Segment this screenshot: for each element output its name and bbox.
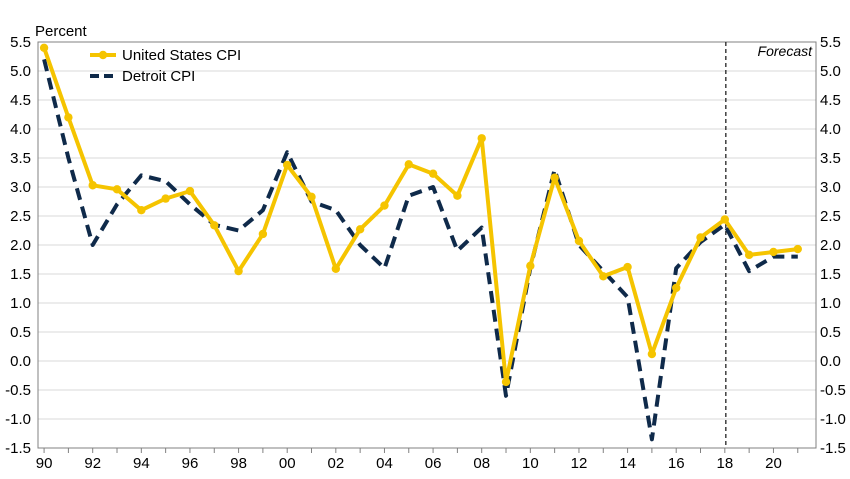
legend-marker-us-cpi [98, 50, 108, 60]
y-tick-label-left: 4.0 [10, 121, 31, 138]
data-point-us-cpi [672, 283, 681, 293]
x-tick-label: 02 [327, 455, 344, 472]
data-point-us-cpi [283, 160, 292, 170]
y-tick-label-right: -1.5 [820, 440, 846, 457]
y-axis-right: -1.5 -1.0 -0.5 0.0 0.5 1.0 1.5 2.0 2.5 3.0 3.5 4.0 4… [820, 34, 846, 457]
data-point-us-cpi [720, 215, 730, 224]
y-tick-label-right: 5.5 [820, 34, 841, 51]
y-tick-label-right: 1.0 [820, 295, 841, 312]
data-point-us-cpi [88, 181, 97, 190]
forecast-marker: Forecast [725, 42, 814, 448]
data-point-us-cpi [234, 266, 243, 276]
y-tick-label-left: 1.0 [10, 295, 31, 312]
x-tick-label: 06 [425, 455, 442, 472]
data-point-us-cpi [258, 229, 268, 239]
data-point-us-cpi [64, 113, 73, 122]
forecast-label: Forecast [758, 43, 814, 59]
data-point-us-cpi [696, 233, 705, 242]
y-tick-label-left: 3.5 [10, 150, 31, 167]
y-tick-label-left: 4.5 [10, 92, 31, 109]
data-point-us-cpi [428, 169, 438, 178]
y-tick-label-right: 3.5 [820, 150, 841, 167]
data-point-us-cpi [161, 194, 170, 203]
data-point-us-cpi [599, 272, 608, 281]
y-tick-label-left: 0.0 [10, 353, 31, 370]
y-tick-label-left: 5.0 [10, 63, 31, 80]
data-point-us-cpi [574, 236, 584, 246]
legend-label-us-cpi: United States CPI [122, 47, 241, 64]
y-tick-label-right: 4.0 [820, 121, 841, 138]
data-point-us-cpi [623, 262, 632, 272]
x-tick-label: 04 [376, 455, 393, 472]
y-tick-label-right: 1.5 [820, 266, 841, 283]
x-tick-label: 18 [716, 455, 733, 472]
y-tick-label-left: -1.0 [5, 411, 31, 428]
x-tick-label: 00 [279, 455, 296, 472]
y-tick-label-right: 2.5 [820, 208, 841, 225]
data-point-us-cpi [112, 185, 122, 194]
x-tick-label: 20 [765, 455, 782, 472]
y-tick-label-left: 3.0 [10, 179, 31, 196]
y-tick-label-right: 5.0 [820, 63, 841, 80]
x-tick-label: 98 [230, 455, 247, 472]
data-point-us-cpi [404, 160, 413, 169]
x-tick-label: 12 [571, 455, 588, 472]
series-line-us-cpi [42, 47, 799, 384]
data-point-us-cpi [137, 206, 146, 215]
data-point-us-cpi [744, 250, 754, 260]
data-point-us-cpi [550, 173, 559, 182]
x-tick-label: 92 [84, 455, 101, 472]
data-point-us-cpi [355, 225, 365, 234]
data-point-us-cpi [39, 43, 49, 52]
y-tick-label-left: 5.5 [10, 34, 31, 51]
data-point-us-cpi [526, 261, 535, 271]
y-tick-label-right: 2.0 [820, 237, 841, 254]
x-tick-label: 16 [668, 455, 685, 472]
data-point-us-cpi [769, 247, 778, 257]
data-point-us-cpi [210, 221, 219, 230]
y-tick-label-left: 0.5 [10, 324, 31, 341]
legend: United States CPI Detroit CPI [90, 47, 241, 85]
series-line-detroit-cpi [42, 58, 798, 442]
legend-label-detroit-cpi: Detroit CPI [122, 68, 195, 85]
series-group [39, 43, 802, 442]
data-point-us-cpi [307, 192, 316, 202]
y-tick-label-right: 0.5 [820, 324, 841, 341]
data-point-us-cpi [647, 349, 657, 359]
x-tick-label: 90 [36, 455, 53, 472]
y-tick-label-right: 4.5 [820, 92, 841, 109]
y-axis-label: Percent [35, 23, 88, 40]
x-tick-label: 10 [522, 455, 539, 472]
data-point-us-cpi [477, 134, 486, 143]
y-tick-label-right: 3.0 [820, 179, 841, 196]
y-tick-label-left: 2.0 [10, 237, 31, 254]
y-axis-left: -1.5 -1.0 -0.5 0.0 0.5 1.0 1.5 2.0 2.5 3.0 3.5 4.0 4… [5, 34, 31, 457]
y-tick-label-right: -0.5 [820, 382, 846, 399]
data-point-us-cpi [380, 201, 389, 210]
y-tick-label-right: -1.0 [820, 411, 846, 428]
y-tick-label-left: -0.5 [5, 382, 31, 399]
x-tick-label: 94 [133, 455, 150, 472]
data-point-us-cpi [331, 264, 341, 273]
data-point-us-cpi [185, 186, 195, 196]
x-tick-label: 96 [182, 455, 199, 472]
data-point-us-cpi [453, 191, 462, 200]
y-tick-label-left: 2.5 [10, 208, 31, 225]
y-tick-label-left: -1.5 [5, 440, 31, 457]
y-tick-label-left: 1.5 [10, 266, 31, 283]
data-point-us-cpi [501, 377, 511, 387]
y-tick-label-right: 0.0 [820, 353, 841, 370]
x-tick-label: 14 [619, 455, 636, 472]
data-point-us-cpi [793, 244, 802, 254]
gridlines [38, 41, 816, 449]
x-tick-label: 08 [473, 455, 490, 472]
x-axis: 90 92 94 96 98 00 02 04 06 08 10 12 14 16 18 20 [36, 447, 816, 472]
